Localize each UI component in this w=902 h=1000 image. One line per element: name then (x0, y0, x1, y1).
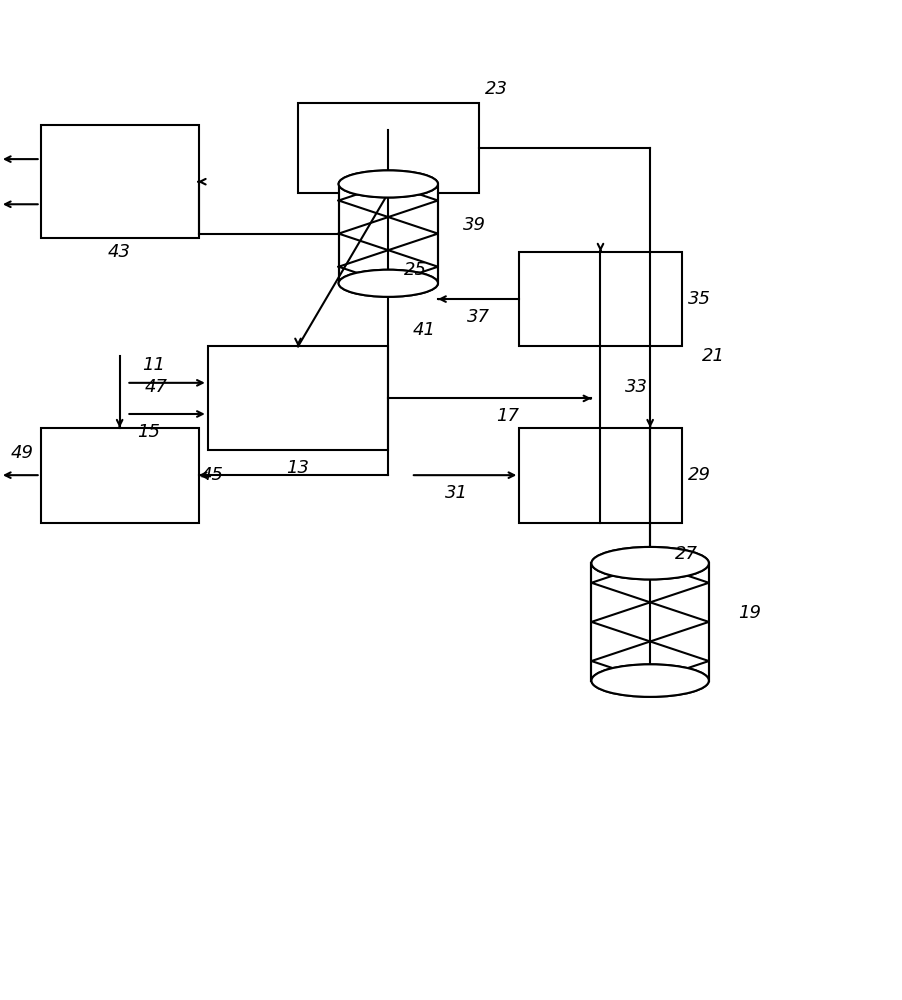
Text: 45: 45 (200, 466, 224, 484)
Text: 17: 17 (496, 407, 519, 425)
Text: 41: 41 (412, 321, 436, 339)
Ellipse shape (338, 270, 437, 297)
Bar (298, 103, 478, 193)
Text: 37: 37 (466, 308, 490, 326)
Bar (519, 428, 681, 523)
Ellipse shape (591, 664, 708, 697)
Bar (338, 184, 437, 283)
Text: 49: 49 (11, 444, 34, 462)
Text: 43: 43 (108, 243, 131, 261)
Text: 27: 27 (674, 545, 697, 563)
Text: 47: 47 (144, 378, 167, 396)
Text: 23: 23 (484, 80, 508, 98)
Text: 39: 39 (462, 216, 485, 234)
Bar (519, 252, 681, 346)
Text: 29: 29 (687, 466, 711, 484)
Text: 19: 19 (737, 604, 760, 622)
Text: 21: 21 (701, 347, 724, 365)
Text: 15: 15 (137, 423, 161, 441)
Bar (591, 563, 708, 681)
Text: 35: 35 (687, 290, 711, 308)
Ellipse shape (338, 270, 437, 297)
Text: 31: 31 (444, 484, 467, 502)
Ellipse shape (591, 664, 708, 697)
Bar (207, 346, 388, 450)
Text: 11: 11 (142, 356, 165, 374)
Text: 33: 33 (624, 378, 648, 396)
Ellipse shape (338, 170, 437, 197)
Bar (41, 125, 198, 238)
Ellipse shape (338, 170, 437, 197)
Bar (41, 428, 198, 523)
Ellipse shape (591, 547, 708, 579)
Text: 13: 13 (286, 459, 309, 477)
Ellipse shape (591, 547, 708, 579)
Text: 25: 25 (403, 261, 427, 279)
